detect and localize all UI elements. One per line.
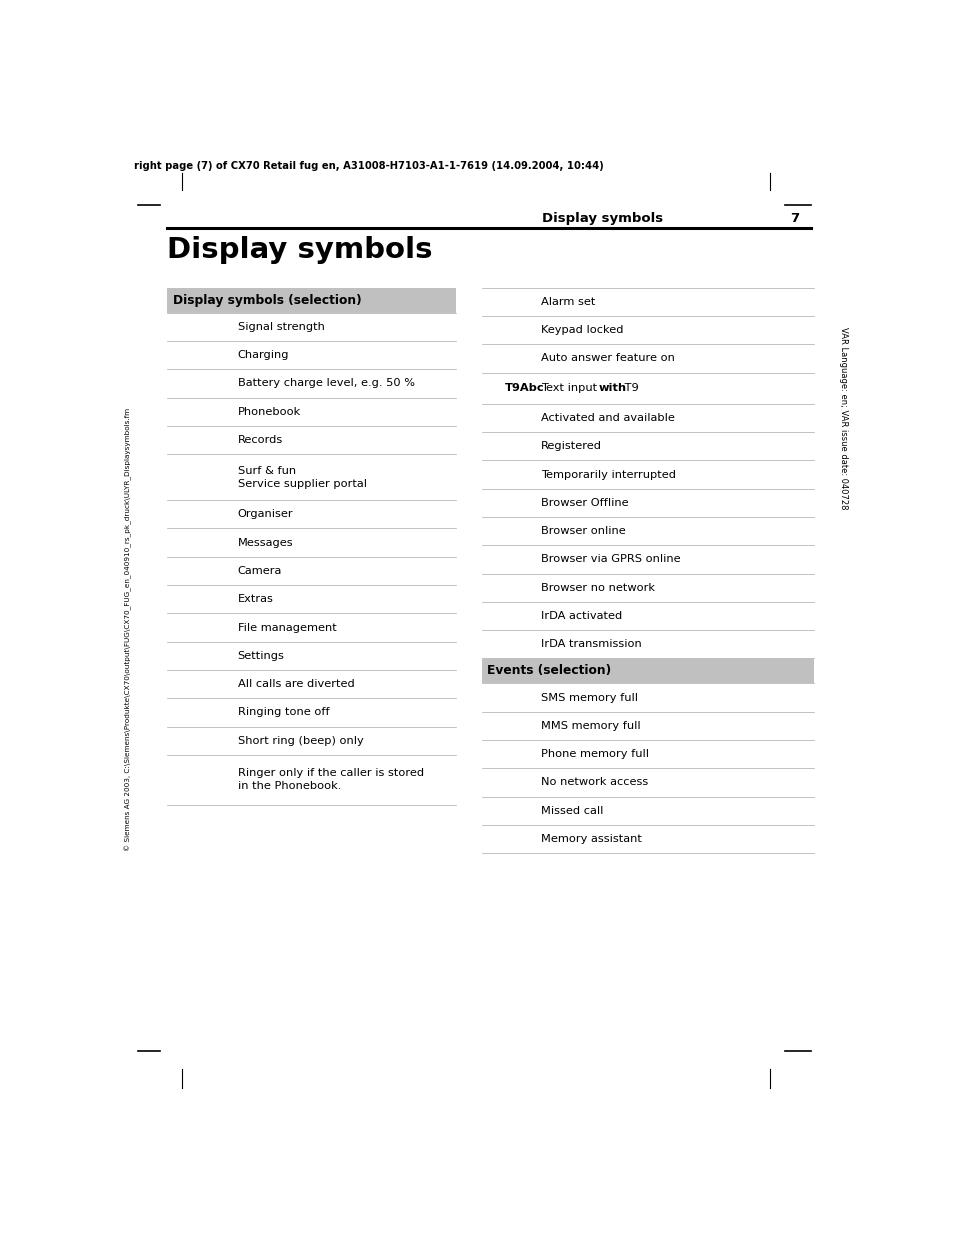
Text: Alarm set: Alarm set (540, 297, 595, 307)
Text: Surf & fun
Service supplier portal: Surf & fun Service supplier portal (237, 466, 366, 488)
Text: 7: 7 (789, 212, 799, 226)
Text: Browser Offline: Browser Offline (540, 498, 628, 508)
Text: Records: Records (237, 435, 282, 445)
Text: right page (7) of CX70 Retail fug en, A31008-H7103-A1-1-7619 (14.09.2004, 10:44): right page (7) of CX70 Retail fug en, A3… (133, 161, 603, 171)
Text: MMS memory full: MMS memory full (540, 721, 639, 731)
Text: Keypad locked: Keypad locked (540, 325, 622, 335)
Text: Phonebook: Phonebook (237, 406, 300, 416)
Text: All calls are diverted: All calls are diverted (237, 679, 354, 689)
Text: No network access: No network access (540, 778, 647, 787)
Text: Activated and available: Activated and available (540, 412, 674, 422)
Text: Extras: Extras (237, 594, 274, 604)
Text: with: with (598, 384, 626, 394)
Text: Battery charge level, e.g. 50 %: Battery charge level, e.g. 50 % (237, 379, 415, 389)
Text: T9Abc: T9Abc (505, 384, 544, 394)
Text: Settings: Settings (237, 650, 284, 660)
Text: Camera: Camera (237, 566, 282, 576)
Text: Registered: Registered (540, 441, 601, 451)
Bar (167, 288, 456, 313)
Text: Display symbols: Display symbols (541, 212, 662, 226)
Text: Auto answer feature on: Auto answer feature on (540, 354, 674, 364)
Text: Phone memory full: Phone memory full (540, 749, 648, 759)
Text: Ringing tone off: Ringing tone off (237, 708, 329, 718)
Text: © Siemens AG 2003, C:\Siemens\Produkte\CX70\output\FUG\CX70_FUG_en_040910_rs_pk_: © Siemens AG 2003, C:\Siemens\Produkte\C… (124, 407, 132, 851)
Text: Temporarily interrupted: Temporarily interrupted (540, 470, 675, 480)
Text: Messages: Messages (237, 537, 293, 548)
Text: Organiser: Organiser (237, 510, 293, 520)
Text: Charging: Charging (237, 350, 289, 360)
Text: Browser online: Browser online (540, 526, 625, 536)
Text: T9: T9 (619, 384, 638, 394)
Text: Browser no network: Browser no network (540, 583, 654, 593)
Text: Text input: Text input (540, 384, 599, 394)
Text: Signal strength: Signal strength (237, 321, 324, 331)
Text: Memory assistant: Memory assistant (540, 834, 640, 844)
Text: VAR Language: en; VAR issue date: 040728: VAR Language: en; VAR issue date: 040728 (839, 326, 847, 510)
Text: Display symbols: Display symbols (167, 235, 433, 264)
Text: Ringer only if the caller is stored
in the Phonebook.: Ringer only if the caller is stored in t… (237, 769, 423, 791)
Text: Events (selection): Events (selection) (487, 664, 611, 678)
Text: Missed call: Missed call (540, 806, 602, 816)
Text: IrDA transmission: IrDA transmission (540, 639, 640, 649)
Text: IrDA activated: IrDA activated (540, 611, 621, 621)
Text: SMS memory full: SMS memory full (540, 693, 637, 703)
Text: Display symbols (selection): Display symbols (selection) (173, 294, 361, 307)
Text: Short ring (beep) only: Short ring (beep) only (237, 735, 363, 746)
Text: Browser via GPRS online: Browser via GPRS online (540, 554, 679, 564)
Bar (481, 658, 813, 684)
Text: File management: File management (237, 623, 336, 633)
